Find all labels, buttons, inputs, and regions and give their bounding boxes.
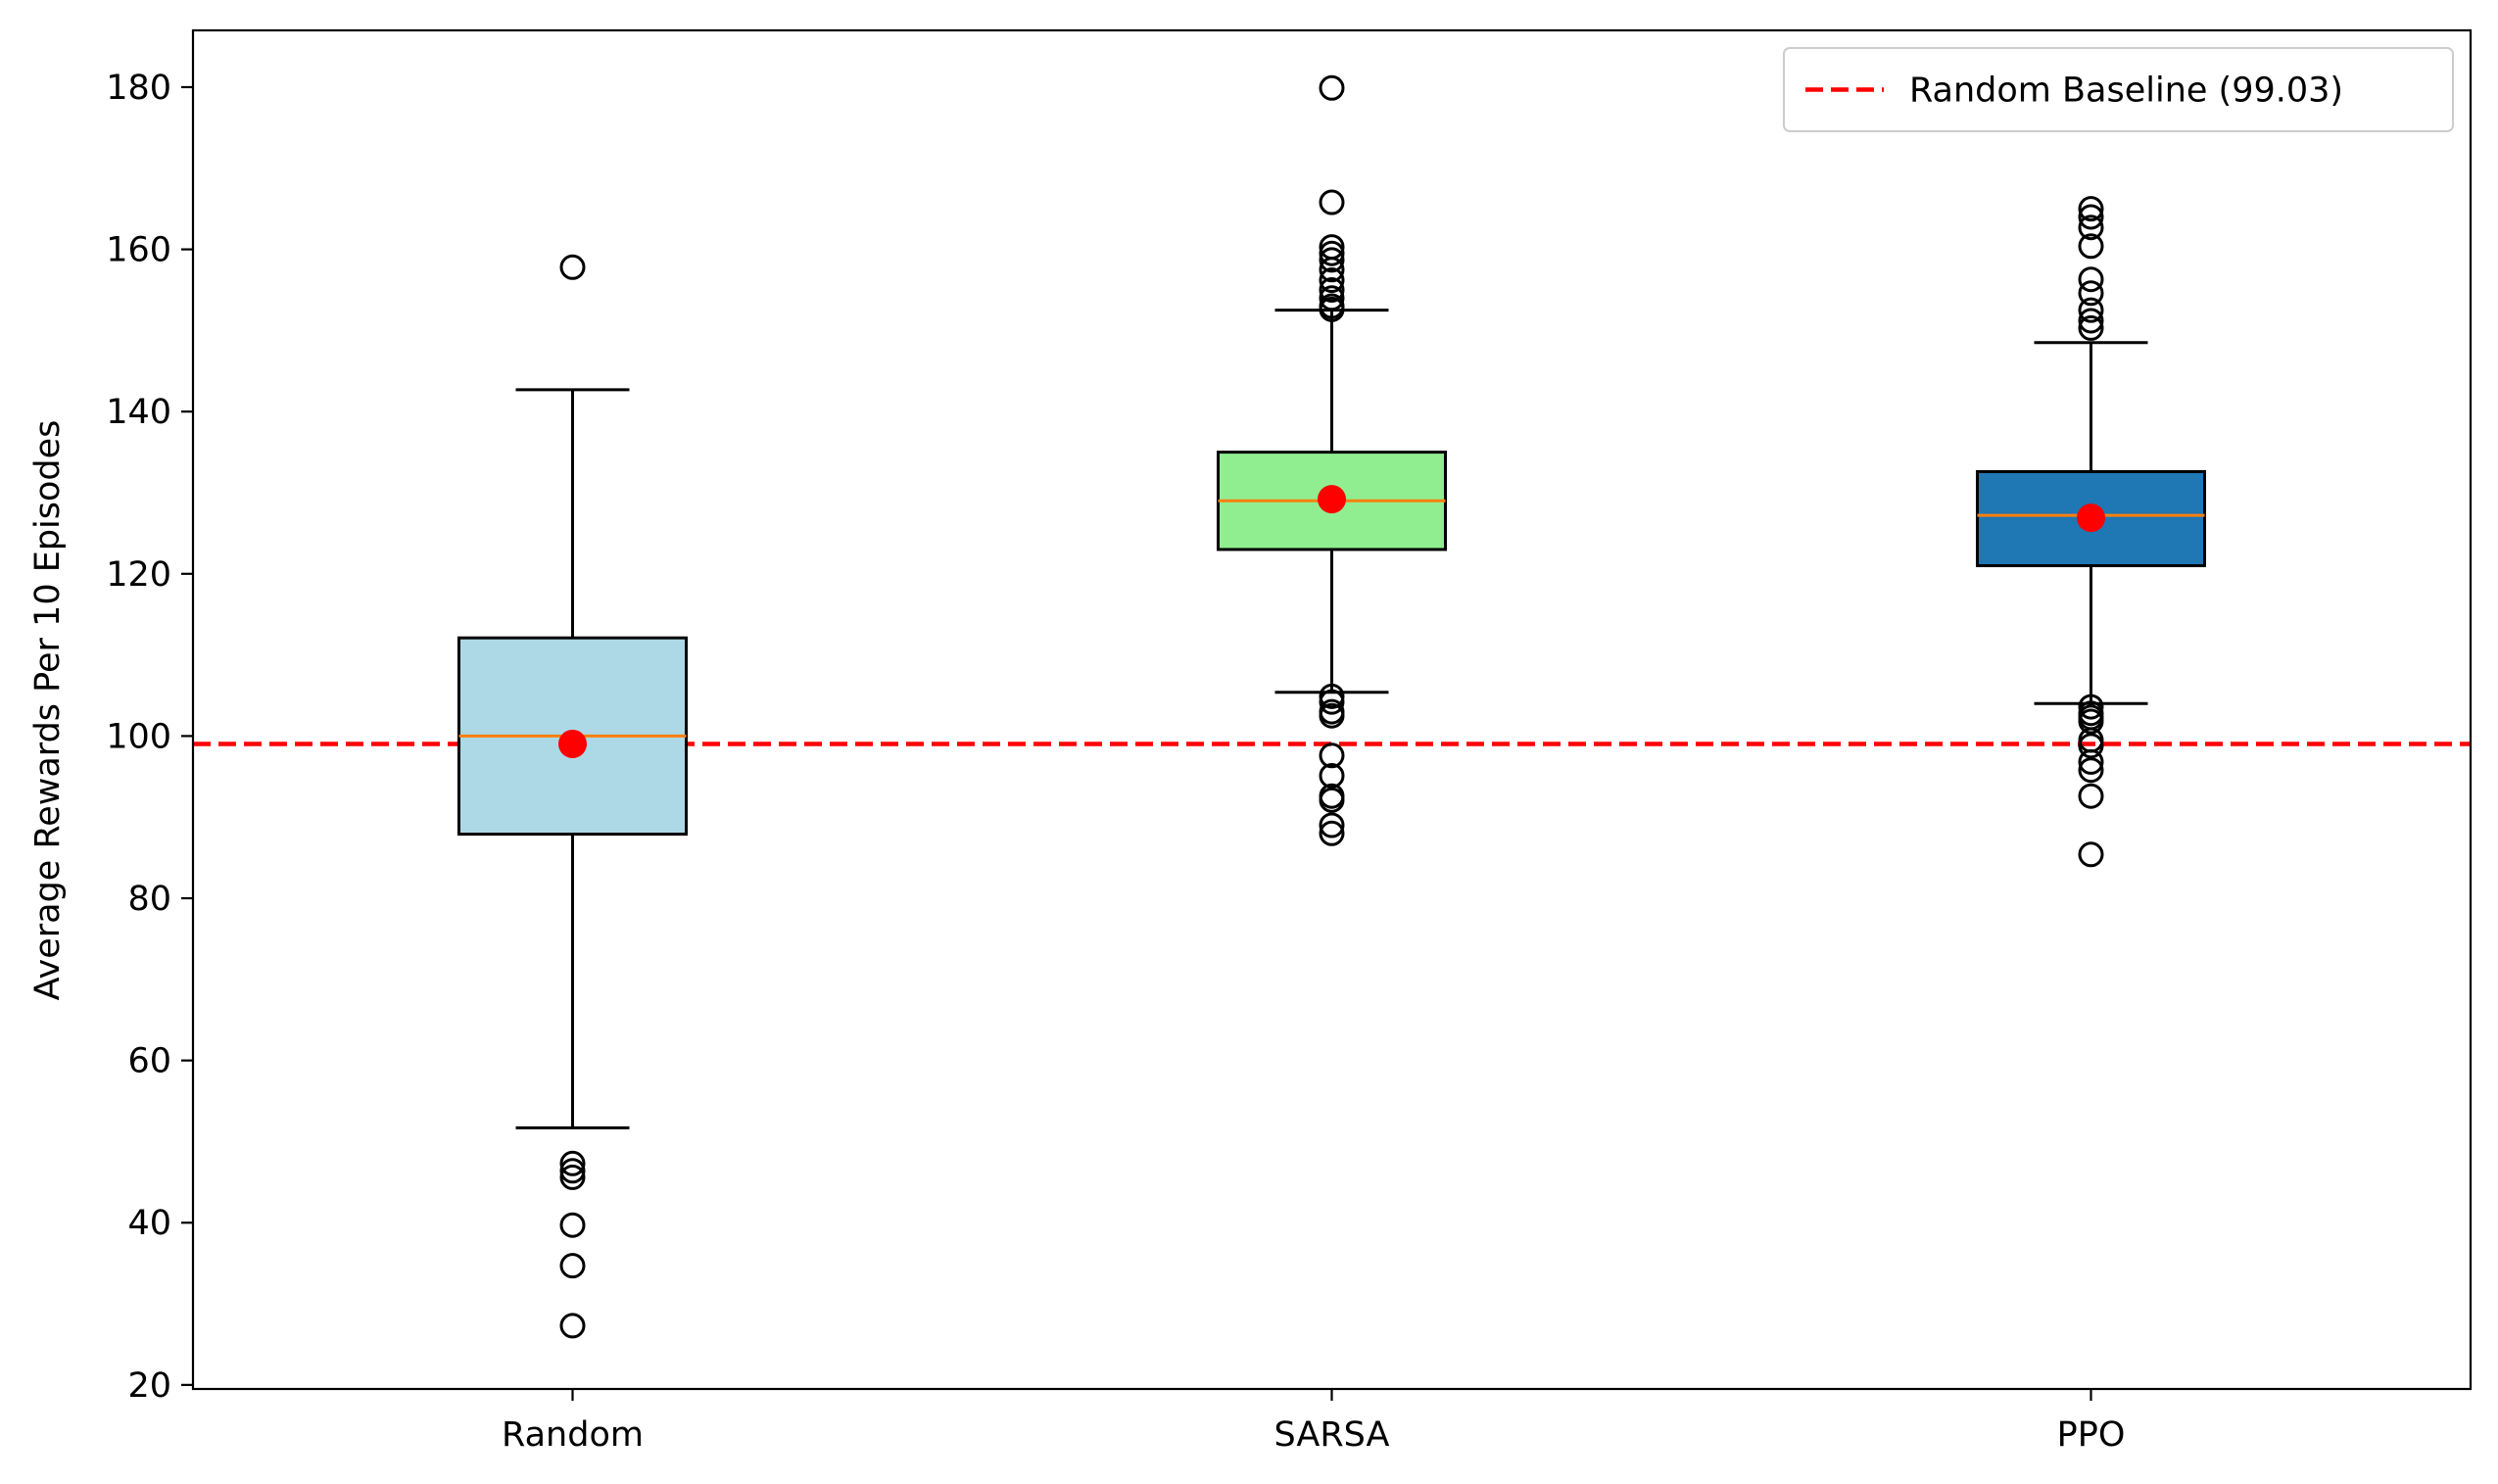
outlier-random-4 xyxy=(559,1212,586,1238)
y-tick-label-180: 180 xyxy=(106,69,171,108)
outlier-random-0 xyxy=(559,254,586,280)
outlier-sarsa-4 xyxy=(1319,247,1345,273)
y-tick-label-40: 40 xyxy=(127,1204,171,1243)
outlier-sarsa-0 xyxy=(1319,74,1345,101)
outlier-ppo-7 xyxy=(2078,308,2104,334)
outlier-random-5 xyxy=(559,1253,586,1279)
y-tick-label-20: 20 xyxy=(127,1366,171,1406)
outlier-sarsa-1 xyxy=(1319,189,1345,215)
outlier-random-6 xyxy=(559,1313,586,1339)
outlier-sarsa-8 xyxy=(1319,285,1345,311)
outlier-ppo-16 xyxy=(2078,757,2104,784)
legend-frame xyxy=(1783,47,2454,132)
mean-marker-sarsa xyxy=(1318,485,1346,514)
outlier-ppo-1 xyxy=(2078,204,2104,230)
outlier-sarsa-6 xyxy=(1319,267,1345,294)
outlier-ppo-17 xyxy=(2078,783,2104,809)
outlier-sarsa-18 xyxy=(1319,787,1345,813)
legend-label-0: Random Baseline (99.03) xyxy=(1909,72,2343,111)
mean-marker-random xyxy=(558,729,587,758)
box-sarsa xyxy=(1217,74,1447,846)
y-tick-label-80: 80 xyxy=(127,880,171,919)
outlier-sarsa-3 xyxy=(1319,240,1345,266)
y-axis-label: Average Rewards Per 10 Episodes xyxy=(28,420,68,1001)
outlier-ppo-6 xyxy=(2078,297,2104,323)
outlier-sarsa-14 xyxy=(1319,702,1345,729)
plot-area xyxy=(193,74,2471,1339)
y-tick-label-100: 100 xyxy=(106,717,171,756)
y-tick-label-160: 160 xyxy=(106,231,171,270)
outlier-ppo-0 xyxy=(2078,196,2104,222)
mean-marker-ppo xyxy=(2077,503,2105,533)
x-tick-label-random: Random xyxy=(502,1415,644,1455)
outlier-random-1 xyxy=(559,1150,586,1176)
y-tick-label-120: 120 xyxy=(106,555,171,595)
outlier-sarsa-10 xyxy=(1319,296,1345,322)
outlier-ppo-9 xyxy=(2078,694,2104,720)
x-tick-label-sarsa: SARSA xyxy=(1274,1415,1390,1455)
outlier-ppo-2 xyxy=(2078,215,2104,241)
y-tick-label-60: 60 xyxy=(127,1042,171,1081)
y-tick-label-140: 140 xyxy=(106,393,171,432)
outlier-ppo-18 xyxy=(2078,841,2104,868)
x-tick-label-ppo: PPO xyxy=(2057,1415,2126,1455)
outlier-sarsa-12 xyxy=(1319,689,1345,715)
outlier-ppo-5 xyxy=(2078,280,2104,307)
legend: Random Baseline (99.03) xyxy=(1783,47,2454,132)
outlier-ppo-14 xyxy=(2078,733,2104,759)
box-ppo xyxy=(1976,196,2206,868)
outlier-sarsa-15 xyxy=(1319,742,1345,769)
outlier-ppo-8 xyxy=(2078,314,2104,341)
outlier-random-3 xyxy=(559,1164,586,1190)
outlier-ppo-3 xyxy=(2078,233,2104,260)
outlier-sarsa-5 xyxy=(1319,257,1345,283)
outlier-sarsa-20 xyxy=(1319,820,1345,846)
outlier-sarsa-19 xyxy=(1319,812,1345,838)
axes: 20 40 60 80 100 120 140 160 180 Random SARSA PPO xyxy=(106,28,2473,1455)
outlier-ppo-15 xyxy=(2078,748,2104,775)
outlier-ppo-4 xyxy=(2078,266,2104,293)
box-random xyxy=(457,254,688,1339)
outlier-sarsa-16 xyxy=(1319,762,1345,789)
outlier-sarsa-7 xyxy=(1319,276,1345,303)
outlier-random-2 xyxy=(559,1158,586,1184)
outlier-ppo-12 xyxy=(2078,708,2104,735)
